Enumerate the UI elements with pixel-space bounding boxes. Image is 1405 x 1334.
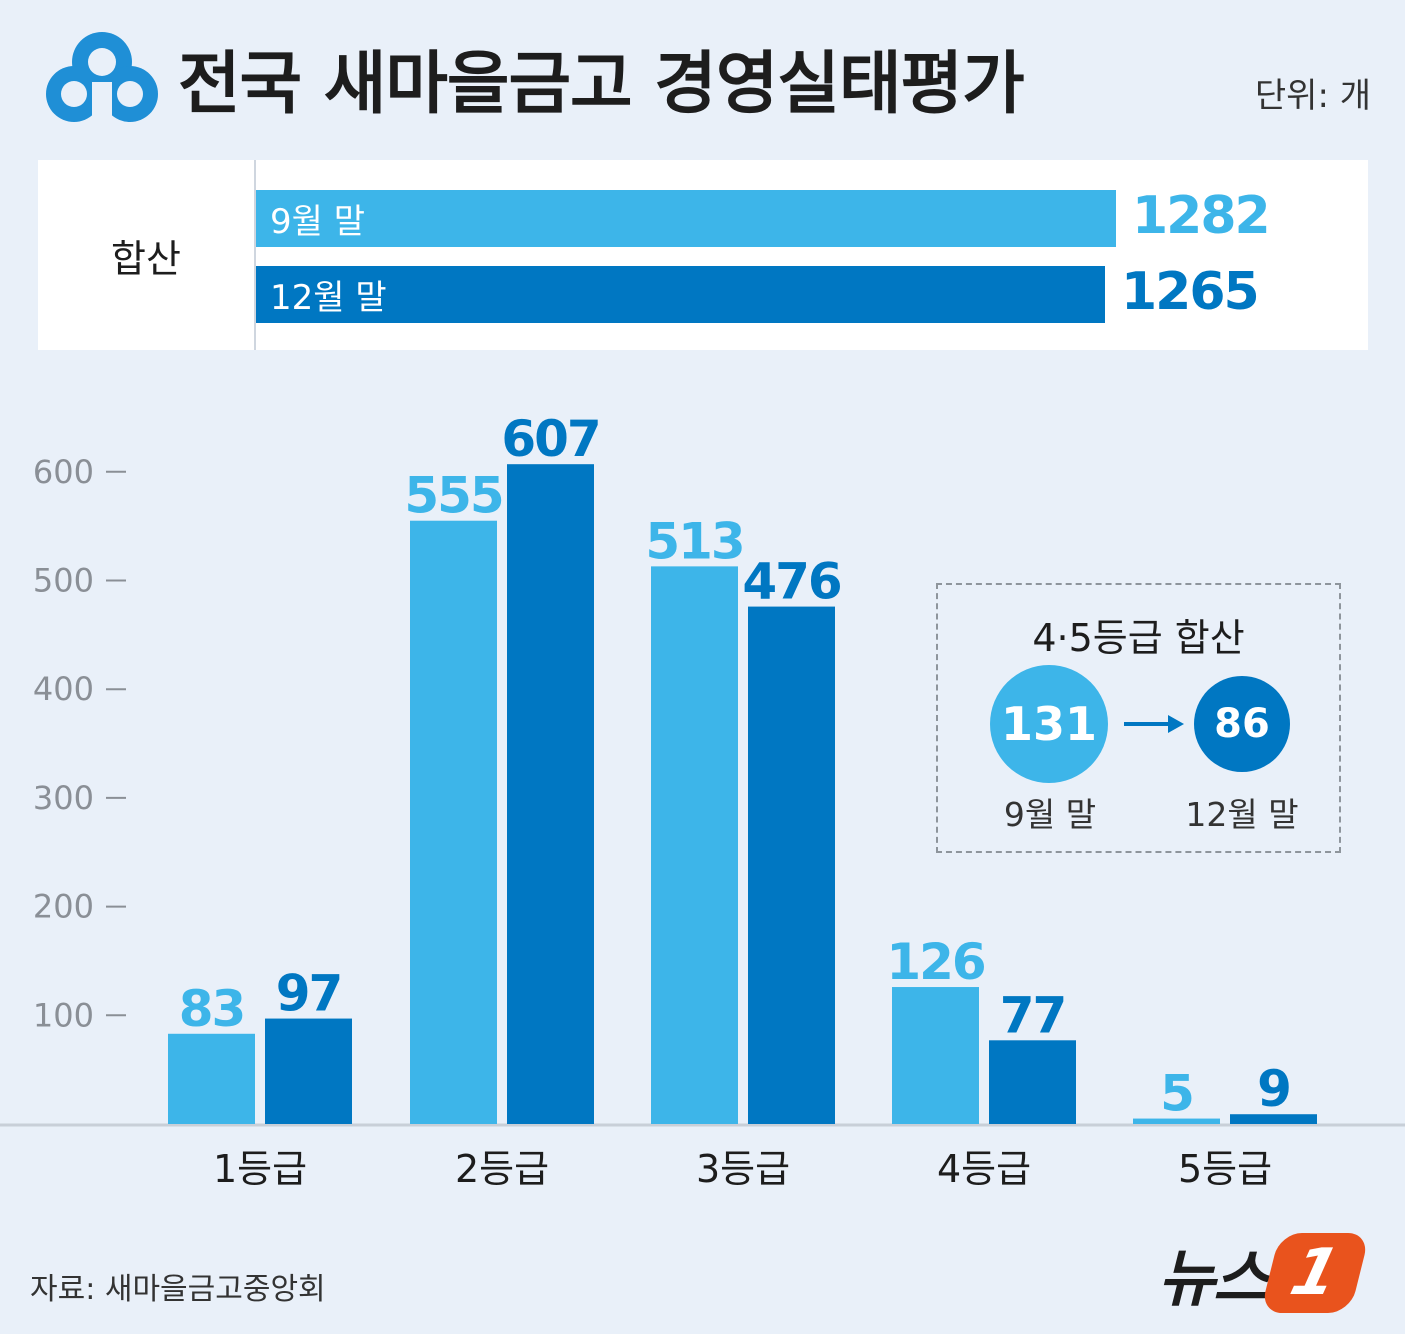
unit-label: 단위: 개 bbox=[1254, 76, 1371, 116]
source-note: 자료: 새마을금고중앙회 bbox=[30, 1272, 326, 1307]
value-label-sep-grade-4: 126 bbox=[886, 933, 985, 991]
brand-text: 뉴스 bbox=[1158, 1242, 1270, 1315]
total-value-september: 1282 bbox=[1132, 186, 1271, 246]
bar-sep-grade-1 bbox=[168, 1033, 255, 1124]
value-label-sep-grade-1: 83 bbox=[179, 980, 245, 1038]
total-value-december: 1265 bbox=[1121, 262, 1260, 322]
brand-mark: 1 bbox=[1260, 1233, 1371, 1313]
y-tick-label-200: 200 bbox=[33, 888, 94, 926]
december-label: 12월 말 bbox=[1185, 795, 1299, 834]
bar-dec-grade-1 bbox=[265, 1018, 352, 1124]
bar-dec-grade-4 bbox=[989, 1040, 1076, 1124]
total-label: 합산 bbox=[111, 236, 181, 281]
page-title: 전국 새마을금고 경영실태평가 bbox=[178, 45, 1025, 124]
inset-title: 4·5등급 합산 bbox=[1032, 616, 1245, 660]
x-tick-label-grade-5: 5등급 bbox=[1178, 1147, 1272, 1191]
value-label-sep-grade-2: 555 bbox=[404, 467, 502, 525]
x-tick-label-grade-1: 1등급 bbox=[213, 1147, 307, 1191]
value-label-dec-grade-4: 77 bbox=[1000, 986, 1066, 1044]
x-tick-label-grade-2: 2등급 bbox=[455, 1147, 549, 1191]
bar-sep-grade-4 bbox=[892, 987, 979, 1124]
news1-logo: 뉴스 1 bbox=[1158, 1228, 1371, 1318]
total-bar-december: 12월 말 bbox=[256, 266, 1105, 323]
y-tick-label-600: 600 bbox=[33, 453, 94, 491]
y-tick-label-500: 500 bbox=[33, 562, 94, 600]
value-label-dec-grade-1: 97 bbox=[276, 965, 342, 1023]
bar-sep-grade-3 bbox=[651, 566, 738, 1124]
grade-4-5-summary: 4·5등급 합산 131 86 9월 말 12월 말 bbox=[936, 583, 1341, 853]
y-tick-label-100: 100 bbox=[33, 996, 94, 1034]
value-label-sep-grade-3: 513 bbox=[645, 512, 743, 570]
value-label-sep-grade-5: 5 bbox=[1160, 1065, 1193, 1123]
september-total-circle: 131 bbox=[990, 665, 1108, 783]
total-panel: 합산 9월 말 1282 12월 말 1265 bbox=[38, 160, 1368, 350]
total-divider bbox=[254, 160, 256, 350]
value-label-dec-grade-5: 9 bbox=[1257, 1060, 1290, 1118]
bar-dec-grade-5 bbox=[1230, 1114, 1317, 1124]
y-tick-label-400: 400 bbox=[33, 670, 94, 708]
total-bar-september: 9월 말 bbox=[256, 190, 1116, 247]
x-tick-label-grade-4: 4등급 bbox=[937, 1147, 1031, 1191]
cloud-logo-icon bbox=[46, 32, 158, 122]
y-tick-label-300: 300 bbox=[33, 779, 94, 817]
bar-dec-grade-3 bbox=[748, 606, 835, 1124]
arrow-right-icon bbox=[1124, 715, 1184, 733]
value-label-dec-grade-3: 476 bbox=[742, 553, 841, 611]
december-total-circle: 86 bbox=[1194, 676, 1290, 772]
bar-dec-grade-2 bbox=[507, 464, 594, 1124]
value-label-dec-grade-2: 607 bbox=[501, 410, 599, 468]
september-label: 9월 말 bbox=[1003, 795, 1097, 834]
x-tick-label-grade-3: 3등급 bbox=[696, 1147, 790, 1191]
bar-sep-grade-5 bbox=[1133, 1118, 1220, 1124]
bar-sep-grade-2 bbox=[410, 520, 497, 1124]
